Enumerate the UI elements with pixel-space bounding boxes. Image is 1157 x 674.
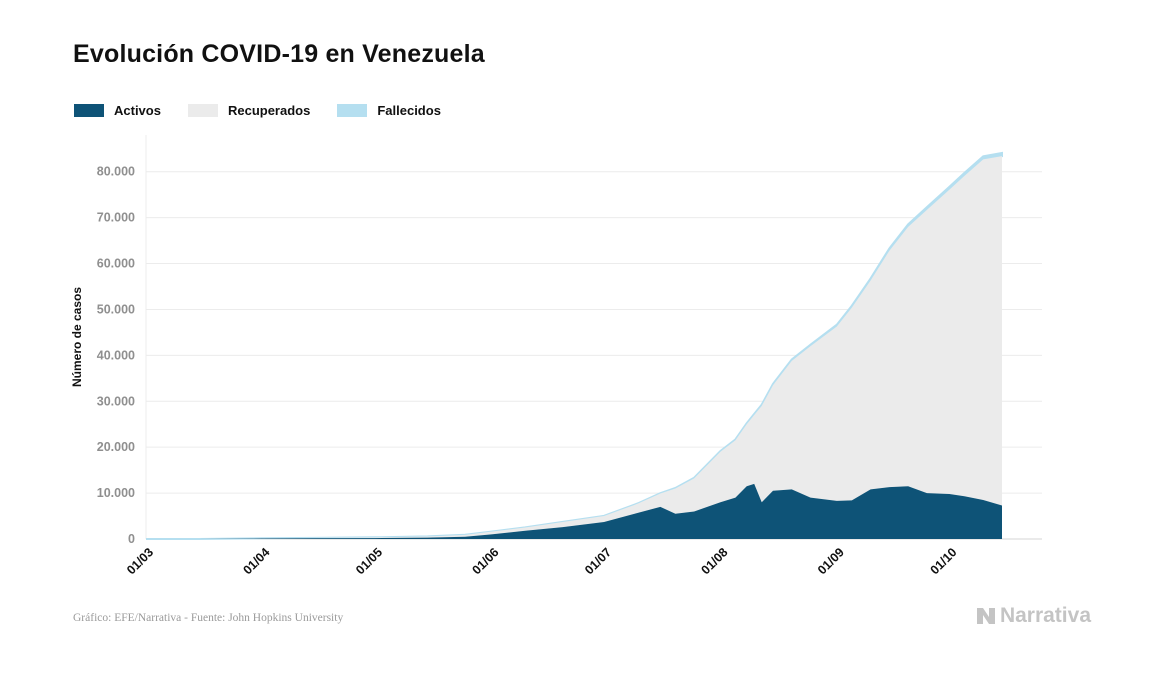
legend-swatch-recuperados: [187, 104, 218, 117]
x-axis: 01/03 01/04 01/05 01/06 01/07 01/08 01/09 01/10: [124, 545, 959, 577]
legend-swatch-fallecidos: [337, 104, 368, 117]
series-area-recuperados: [146, 156, 1002, 540]
x-tick-label: 01/08: [699, 545, 731, 577]
legend-swatch-activos: [74, 104, 104, 117]
brand-logo: Narrativa: [975, 604, 1091, 628]
chart-title: Evolución COVID-19 en Venezuela: [73, 40, 485, 68]
legend-item-fallecidos: Fallecidos: [337, 103, 441, 118]
y-axis: 0 10.000 20.000 30.000 40.000 50.000 60.000 70.…: [97, 165, 135, 546]
legend-label-activos: Activos: [114, 103, 161, 118]
x-tick-label: 01/07: [582, 545, 614, 577]
x-tick-label: 01/10: [928, 545, 960, 577]
source-note: Gráfico: EFE/Narrativa - Fuente: John Ho…: [73, 612, 344, 624]
y-tick-label: 0: [128, 532, 135, 546]
y-tick-label: 40.000: [97, 348, 135, 362]
series-areas: [146, 151, 1003, 540]
y-tick-label: 10.000: [97, 486, 135, 500]
y-axis-label: Número de casos: [70, 287, 84, 387]
legend-label-recuperados: Recuperados: [227, 103, 311, 118]
x-tick-label: 01/03: [124, 545, 156, 577]
y-tick-label: 70.000: [97, 211, 135, 225]
legend-item-recuperados: Recuperados: [187, 103, 311, 118]
brand-name: Narrativa: [999, 604, 1091, 627]
y-tick-label: 60.000: [97, 257, 135, 271]
y-tick-label: 80.000: [97, 165, 135, 179]
legend-item-activos: Activos: [74, 103, 161, 118]
y-tick-label: 50.000: [97, 302, 135, 316]
x-tick-label: 01/09: [815, 545, 847, 577]
narrativa-logo-icon: [976, 608, 995, 624]
x-tick-label: 01/06: [470, 545, 502, 577]
series-area-activos: [146, 483, 1002, 539]
x-tick-label: 01/04: [240, 545, 272, 577]
legend-label-fallecidos: Fallecidos: [377, 103, 441, 118]
x-tick-label: 01/05: [353, 545, 385, 577]
y-tick-label: 30.000: [97, 394, 135, 408]
y-tick-label: 20.000: [97, 440, 135, 454]
legend: Activos Recuperados Fallecidos: [74, 103, 468, 118]
